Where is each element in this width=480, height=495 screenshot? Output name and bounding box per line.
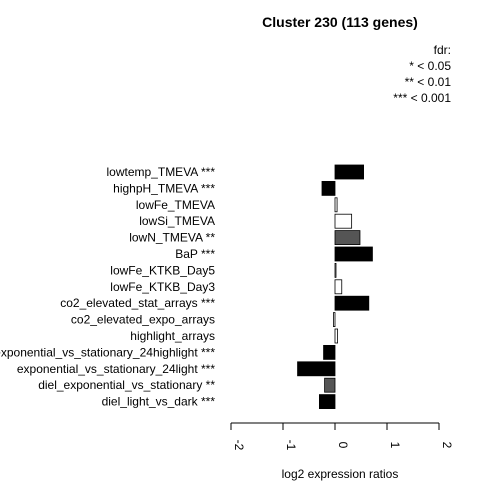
legend-entry-1: * < 0.05: [409, 59, 451, 73]
bars: [297, 164, 373, 410]
bar-3: [334, 197, 338, 213]
category-label-15: diel_light_vs_dark ***: [102, 395, 216, 409]
x-tick-label-5: 2: [440, 442, 454, 449]
bar-8: [334, 279, 343, 295]
category-labels: lowtemp_TMEVA *** highpH_TMEVA *** lowFe_T…: [0, 165, 215, 409]
x-axis-label: log2 expression ratios: [282, 467, 399, 481]
x-tick-label-2: -1: [284, 440, 298, 451]
bar-9: [334, 295, 370, 311]
bar-6: [334, 246, 373, 262]
bar-14: [324, 377, 336, 393]
x-tick-label-3: 0: [336, 442, 350, 449]
legend: fdr: * < 0.05 ** < 0.01 *** < 0.001: [393, 43, 451, 105]
category-label-14: diel_exponential_vs_stationary **: [38, 378, 215, 392]
category-label-7: lowFe_KTKB_Day5: [110, 263, 215, 277]
category-label-3: lowFe_TMEVA: [136, 198, 215, 212]
bar-10: [333, 312, 336, 328]
bar-4: [334, 213, 353, 229]
x-tick-label-1: -2: [232, 440, 246, 451]
legend-entry-3: *** < 0.001: [393, 91, 451, 105]
category-label-9: co2_elevated_stat_arrays ***: [60, 296, 215, 310]
category-label-13: exponential_vs_stationary_24light ***: [17, 362, 215, 376]
category-label-6: BaP ***: [175, 247, 215, 261]
bar-2: [321, 180, 336, 196]
bar-12: [323, 344, 336, 360]
bar-1: [334, 164, 365, 180]
x-tick-label-4: 1: [388, 442, 402, 449]
bar-11: [334, 328, 338, 344]
category-label-10: co2_elevated_expo_arrays: [71, 313, 215, 327]
bar-13: [297, 361, 336, 377]
bar-15: [318, 394, 336, 410]
category-label-1: lowtemp_TMEVA ***: [107, 165, 216, 179]
chart-title: Cluster 230 (113 genes): [262, 14, 418, 30]
x-axis: -2 -1 0 1 2: [230, 422, 454, 451]
category-label-4: lowSi_TMEVA: [139, 214, 215, 228]
category-label-2: highpH_TMEVA ***: [113, 181, 215, 195]
bar-7: [334, 262, 337, 278]
category-label-12: exponential_vs_stationary_24highlight **…: [0, 345, 215, 359]
category-label-8: lowFe_KTKB_Day3: [110, 280, 215, 294]
category-label-5: lowN_TMEVA **: [129, 231, 215, 245]
legend-title: fdr:: [434, 43, 451, 57]
bar-5: [334, 230, 361, 246]
legend-entry-2: ** < 0.01: [405, 75, 452, 89]
category-label-11: highlight_arrays: [130, 329, 215, 343]
